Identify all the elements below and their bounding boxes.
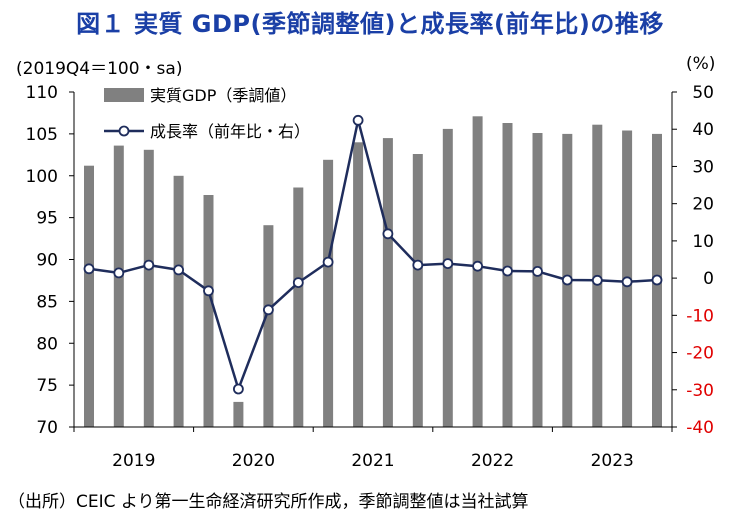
- chart-title: 図１ 実質 GDP(季節調整値)と成長率(前年比)の推移: [76, 10, 664, 38]
- left-tick-label-110: 110: [26, 83, 58, 103]
- right-tick-label-20: 20: [692, 195, 714, 215]
- growth-point-2020Q3: [262, 304, 274, 316]
- growth-point-2023Q2: [591, 274, 603, 286]
- growth-point-2022Q3: [502, 265, 513, 277]
- right-tick-label-10: 10: [692, 232, 714, 252]
- gdp-bar-2020Q4: [293, 187, 304, 427]
- legend-line-label: 成長率（前年比・右）: [150, 122, 310, 141]
- growth-point-2022Q1: [442, 258, 454, 270]
- x-year-label-2020: 2020: [232, 451, 275, 471]
- gdp-bar-2022Q1: [442, 128, 453, 427]
- right-tick-label--20: -20: [686, 344, 714, 364]
- right-axis-unit: (%): [686, 54, 716, 74]
- gdp-bar-2020Q2: [233, 401, 244, 427]
- growth-point-2021Q4: [412, 259, 424, 271]
- growth-point-2020Q4: [292, 277, 304, 289]
- gdp-bar-2022Q2: [472, 116, 483, 428]
- gdp-bar-2019Q3: [143, 149, 154, 428]
- growth-point-2023Q1: [561, 274, 573, 286]
- right-tick-label--40: -40: [686, 418, 714, 438]
- legend-bar-swatch: [104, 88, 144, 102]
- x-year-label-2021: 2021: [351, 451, 394, 471]
- left-tick-label-70: 70: [36, 418, 58, 438]
- left-tick-label-85: 85: [36, 292, 58, 312]
- growth-point-2022Q2: [472, 260, 484, 272]
- gdp-bar-2021Q2: [353, 142, 364, 428]
- growth-point-2023Q4: [651, 274, 663, 286]
- legend-bar-label: 実質GDP（季調値）: [150, 86, 296, 105]
- left-tick-label-90: 90: [36, 251, 58, 271]
- gdp-bar-2020Q1: [203, 195, 214, 427]
- gdp-bar-2019Q4: [173, 175, 184, 428]
- growth-point-2019Q1: [83, 263, 95, 275]
- growth-point-2023Q3: [621, 276, 633, 288]
- right-tick-label--30: -30: [686, 381, 714, 401]
- growth-point-2020Q2: [232, 383, 244, 395]
- x-year-label-2022: 2022: [471, 451, 514, 471]
- right-tick-label-50: 50: [692, 83, 714, 103]
- legend-line-marker: [118, 125, 130, 137]
- gdp-bar-2022Q4: [532, 133, 543, 427]
- gdp-bar-2019Q1: [84, 165, 94, 427]
- growth-point-2022Q4: [532, 265, 543, 277]
- right-tick-label-30: 30: [692, 157, 714, 177]
- growth-point-2021Q2: [352, 114, 364, 126]
- right-tick-label-40: 40: [692, 120, 714, 140]
- growth-point-2019Q4: [173, 264, 185, 276]
- x-year-label-2023: 2023: [591, 451, 634, 471]
- growth-point-2019Q2: [113, 267, 125, 279]
- source-note: （出所）CEIC より第一生命経済研究所作成，季節調整値は当社試算: [8, 492, 529, 512]
- x-year-label-2019: 2019: [112, 451, 155, 471]
- left-tick-label-100: 100: [26, 167, 58, 187]
- left-tick-label-105: 105: [26, 125, 58, 145]
- growth-point-2021Q1: [322, 256, 334, 268]
- right-tick-label--10: -10: [686, 306, 714, 326]
- left-tick-label-80: 80: [36, 334, 58, 354]
- left-tick-label-95: 95: [36, 209, 58, 229]
- growth-point-2021Q3: [382, 228, 394, 240]
- gdp-bar-2021Q4: [412, 154, 423, 427]
- left-axis-unit: (2019Q4＝100・sa): [16, 59, 183, 79]
- gdp-bar-2021Q1: [323, 159, 334, 428]
- gdp-bar-2019Q2: [113, 145, 124, 427]
- growth-point-2019Q3: [143, 259, 155, 271]
- gdp-bar-2020Q3: [263, 225, 274, 427]
- left-tick-label-75: 75: [36, 376, 58, 396]
- right-tick-label-0: 0: [703, 269, 714, 289]
- growth-point-2020Q1: [203, 285, 214, 297]
- gdp-bar-2021Q3: [382, 138, 393, 427]
